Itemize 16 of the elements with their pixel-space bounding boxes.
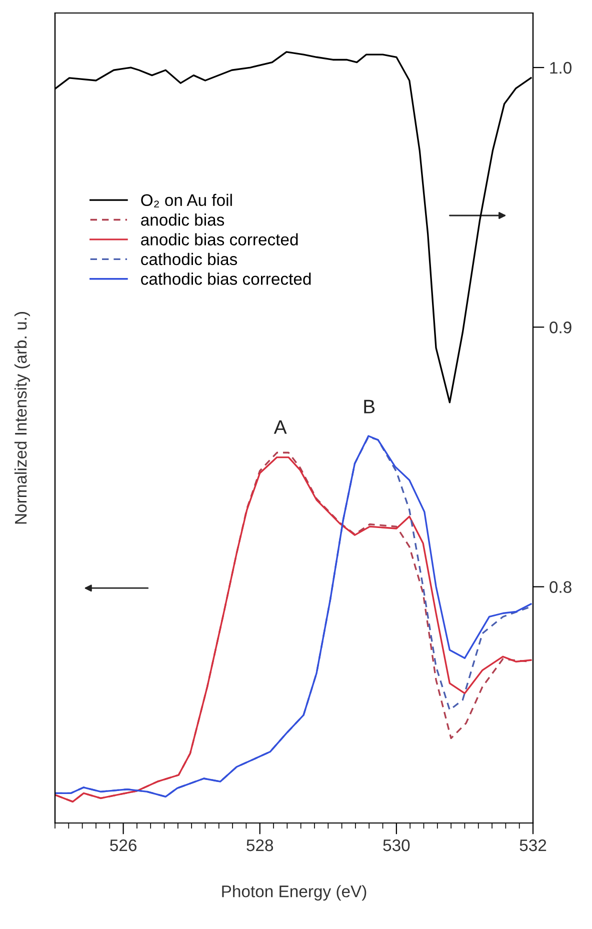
legend-label: anodic bias corrected — [141, 233, 298, 246]
x-tick-label: 532 — [520, 839, 546, 852]
annotation: B — [364, 400, 375, 414]
annotation: A — [274, 420, 287, 434]
x-tick-label: 530 — [383, 839, 410, 852]
legend-label: cathodic bias — [141, 252, 238, 266]
legend-label: anodic bias — [141, 214, 224, 226]
y-tick-label: 0.9 — [550, 322, 572, 334]
x-axis-title: Photon Energy (eV) — [222, 885, 366, 901]
y-axis-title: Normalized Intensity (arb. u.) — [14, 312, 30, 524]
x-tick-label: 528 — [246, 839, 274, 852]
legend-label: cathodic bias corrected — [141, 272, 311, 285]
x-tick-label: 526 — [110, 839, 136, 852]
legend-label: O₂ on Au foil — [141, 194, 232, 208]
y-tick-label: 0.8 — [550, 581, 572, 593]
y-tick-label: 1.0 — [550, 62, 572, 74]
